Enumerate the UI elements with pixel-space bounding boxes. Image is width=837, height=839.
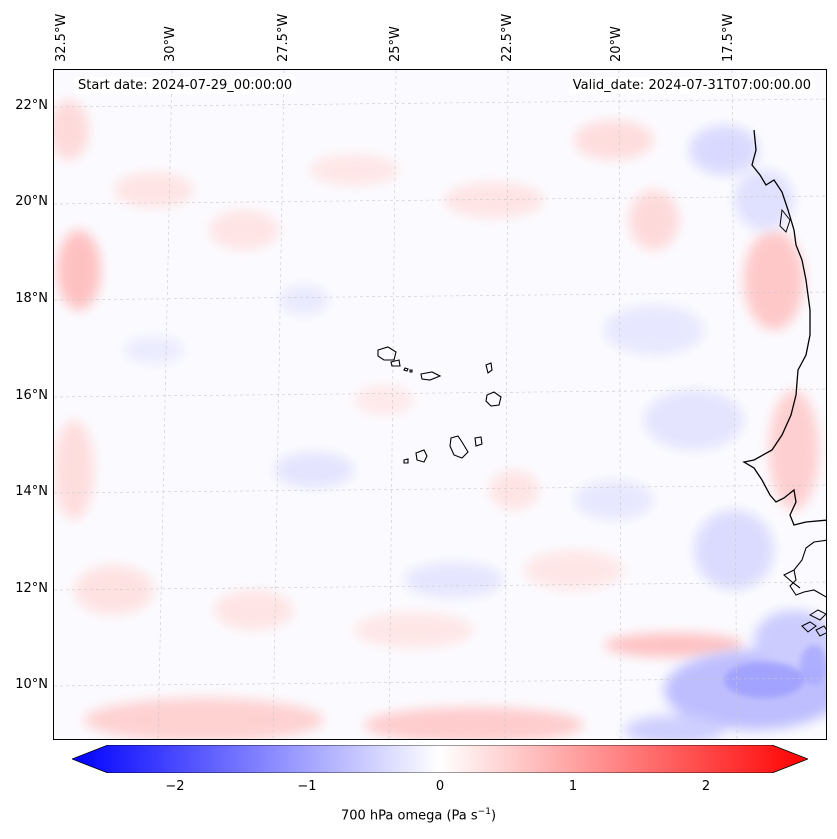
colorbar-ticks: −2 −1 0 1 2 [72,773,808,797]
valid-date-label: Valid_date: 2024-07-31T07:00:00.00 [568,77,815,94]
africa-coastline [742,129,826,526]
omega-field-map [54,70,826,739]
lon-label-27-5w: 27.5°W [276,13,291,62]
lat-label-16n: 16°N [15,388,48,403]
colorbar [70,744,810,774]
cape-verde-islands [377,346,502,464]
colorbar-tick-label: −2 [165,779,185,794]
colorbar-tick-label: 2 [701,779,711,794]
lat-label-10n: 10°N [15,677,48,692]
colorbar-label-main: 700 hPa omega (Pa s [340,808,478,824]
colorbar-label: 700 hPa omega (Pa s−1) [0,807,837,823]
africa-coastline-south [783,539,826,598]
lat-label-20n: 20°N [15,194,48,209]
lat-label-14n: 14°N [15,484,48,499]
colorbar-tick-label: 1 [568,779,578,794]
lon-label-17-5w: 17.5°W [721,13,736,62]
colorbar-label-sup: −1 [477,807,491,817]
colorbar-tick-label: 0 [435,779,445,794]
omega-strong-negative-core [724,645,826,698]
lon-label-30w: 30°W [163,26,178,62]
lon-label-25w: 25°W [388,26,403,62]
map-panel [53,69,827,740]
lat-label-18n: 18°N [15,291,48,306]
lon-label-22-5w: 22.5°W [500,13,515,62]
gridlines [54,70,826,739]
start-date-label: Start date: 2024-07-29_00:00:00 [74,77,297,94]
lat-label-12n: 12°N [15,581,48,596]
colorbar-label-end: ) [490,808,497,824]
western-sahara-inlet [779,208,791,233]
lon-label-20w: 20°W [609,26,624,62]
lat-label-22n: 22°N [15,98,48,113]
colorbar-gradient [70,744,810,774]
omega-positive-areas [54,100,819,739]
lon-label-32-5w: 32.5°W [54,13,69,62]
bijagos-islands [801,609,826,637]
colorbar-tick-label: −1 [297,779,317,794]
